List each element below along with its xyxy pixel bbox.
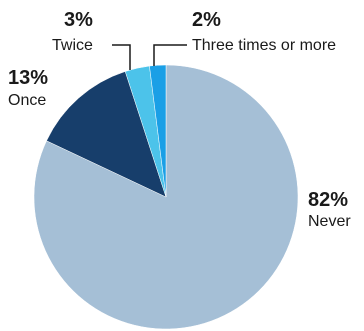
slice-label-three-times-or-more: Three times or more bbox=[192, 37, 336, 54]
slice-percent-once: 13% bbox=[8, 67, 48, 89]
pie-slice-once bbox=[46, 71, 167, 198]
leader-line-three-times-or-more bbox=[153, 44, 187, 66]
slice-percent-three-times-or-more: 2% bbox=[192, 9, 221, 31]
slice-label-twice: Twice bbox=[52, 37, 93, 54]
slice-label-once: Once bbox=[8, 92, 46, 109]
slice-percent-twice: 3% bbox=[64, 9, 93, 31]
pie-slice-three-times-or-more bbox=[149, 64, 167, 198]
leader-line-twice bbox=[112, 44, 131, 70]
pie-slices bbox=[33, 64, 299, 330]
slice-percent-never: 82% bbox=[308, 189, 348, 211]
slice-label-never: Never bbox=[308, 213, 351, 230]
